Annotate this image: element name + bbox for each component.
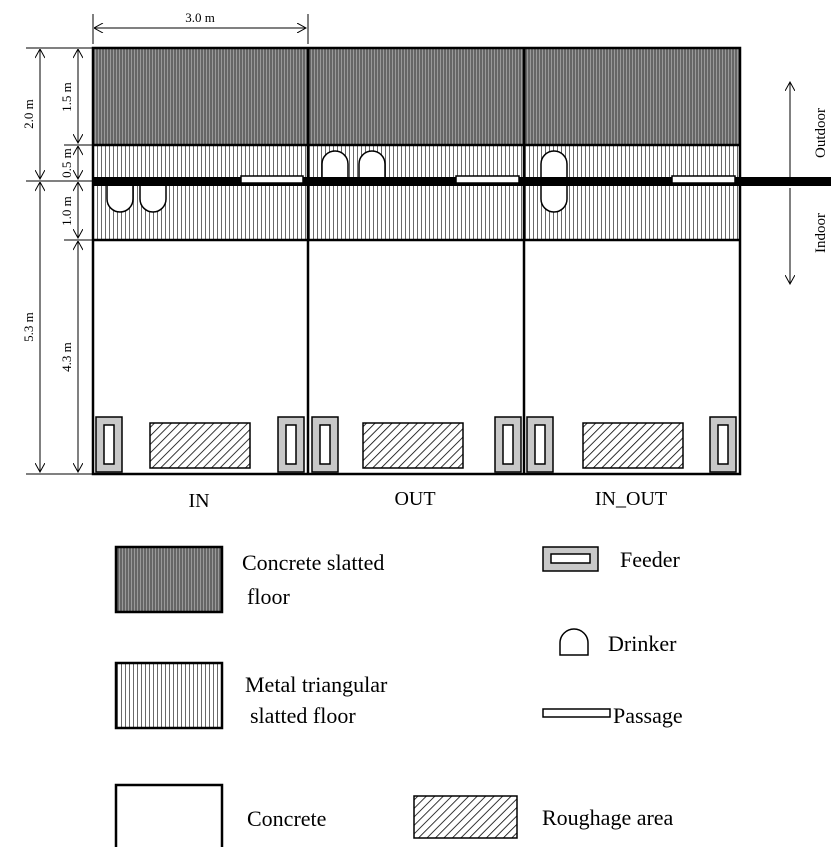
- legend-label: Roughage area: [542, 805, 674, 830]
- drinker: [358, 150, 386, 177]
- dim-label: 5.3 m: [21, 312, 36, 342]
- legend-label: Metal triangular: [245, 672, 388, 697]
- passage: [455, 175, 520, 184]
- dim-label: 0.5 m: [59, 148, 74, 178]
- metal-slatted-zone: [93, 185, 740, 240]
- legend-swatch: [114, 783, 224, 847]
- floor-plan: [91, 46, 831, 476]
- legend-label: Concrete slatted: [242, 550, 384, 575]
- pen-label: OUT: [394, 488, 435, 510]
- passage: [240, 175, 304, 184]
- roughage-area: [362, 422, 464, 469]
- feeder: [277, 416, 305, 473]
- legend-label: Passage: [613, 703, 683, 728]
- drinker: [139, 186, 167, 213]
- feeder: [311, 416, 339, 473]
- roughage-area: [582, 422, 684, 469]
- feeder: [709, 416, 737, 473]
- legend-swatch: [542, 708, 611, 718]
- legend-swatch: [114, 545, 224, 614]
- roughage-area: [149, 422, 251, 469]
- drinker: [106, 186, 134, 213]
- legend-label: Concrete: [247, 806, 326, 831]
- legend-label: Feeder: [620, 547, 681, 572]
- legend-swatch: [114, 661, 224, 730]
- dim-label: 4.3 m: [59, 342, 74, 372]
- legend: Concrete slatted floor Metal triangular …: [114, 545, 683, 847]
- metal-slatted-zone: [93, 145, 740, 180]
- direction-label: Outdoor: [813, 108, 829, 158]
- legend-label: Drinker: [608, 631, 677, 656]
- dim-label: 1.5 m: [59, 82, 74, 112]
- drinker: [321, 150, 349, 177]
- legend-label: slatted floor: [250, 703, 356, 728]
- outline: [91, 46, 742, 476]
- drinker: [540, 150, 568, 177]
- pen-label: IN_OUT: [595, 488, 667, 510]
- legend-label: floor: [247, 584, 290, 609]
- dim-label: 1.0 m: [59, 196, 74, 226]
- feeder: [95, 416, 123, 473]
- drinker: [540, 186, 568, 213]
- dim-label: 3.0 m: [185, 10, 215, 25]
- dimension-lines: [26, 14, 790, 475]
- feeder: [494, 416, 522, 473]
- left-ticks: [26, 47, 93, 475]
- concrete-slatted-zone: [93, 48, 740, 145]
- feeder: [526, 416, 554, 473]
- legend-swatch: [559, 628, 589, 656]
- dim-label: 2.0 m: [21, 99, 36, 129]
- passage: [671, 175, 736, 184]
- direction-label: Indoor: [813, 213, 829, 253]
- legend-swatch: [413, 795, 518, 839]
- pen-label: IN: [188, 490, 209, 512]
- legend-swatch: [550, 553, 591, 564]
